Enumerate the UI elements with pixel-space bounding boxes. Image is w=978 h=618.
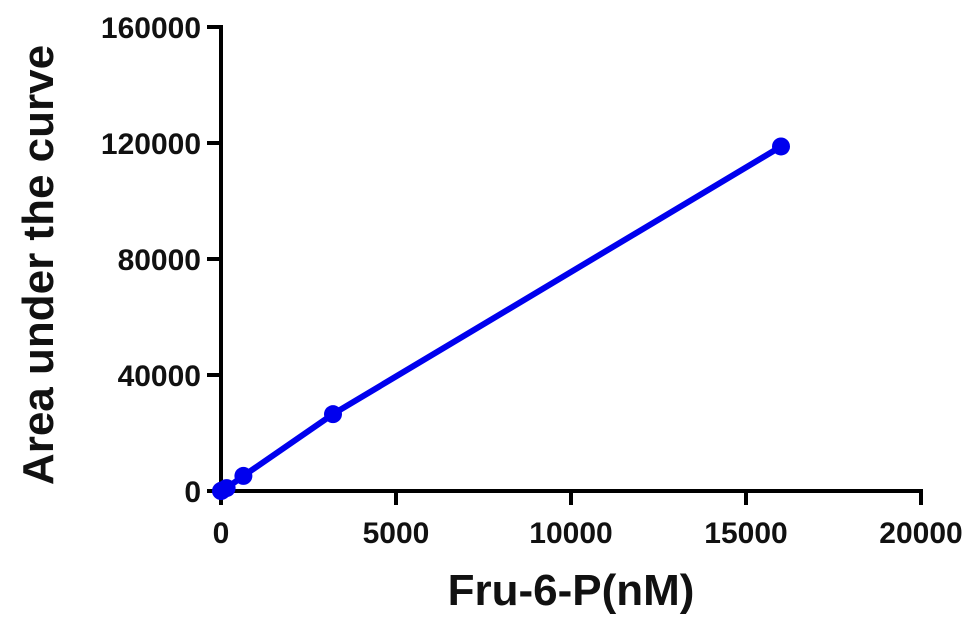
x-axis-title: Fru-6-P(nM) <box>448 566 695 615</box>
data-point <box>324 405 342 424</box>
x-tick-label: 0 <box>213 517 230 550</box>
y-tick-label: 40000 <box>118 360 201 393</box>
data-point <box>217 479 236 498</box>
y-axis-title: Area under the curve <box>14 45 63 485</box>
x-axis-ticks: 0 5000 10000 15000 20000 <box>213 491 963 550</box>
series-line <box>218 143 784 494</box>
x-tick-label: 20000 <box>879 517 962 550</box>
y-tick-label: 0 <box>184 476 201 509</box>
x-tick-label: 5000 <box>363 517 430 550</box>
series-layer <box>212 137 790 500</box>
y-tick-label: 160000 <box>101 12 201 45</box>
x-tick-label: 10000 <box>529 517 612 550</box>
x-tick-label: 15000 <box>704 517 787 550</box>
data-point <box>234 466 253 485</box>
y-axis-ticks: 0 40000 80000 120000 160000 <box>101 12 221 509</box>
data-point <box>772 137 790 156</box>
y-tick-label: 120000 <box>101 128 201 161</box>
y-tick-label: 80000 <box>118 244 201 277</box>
